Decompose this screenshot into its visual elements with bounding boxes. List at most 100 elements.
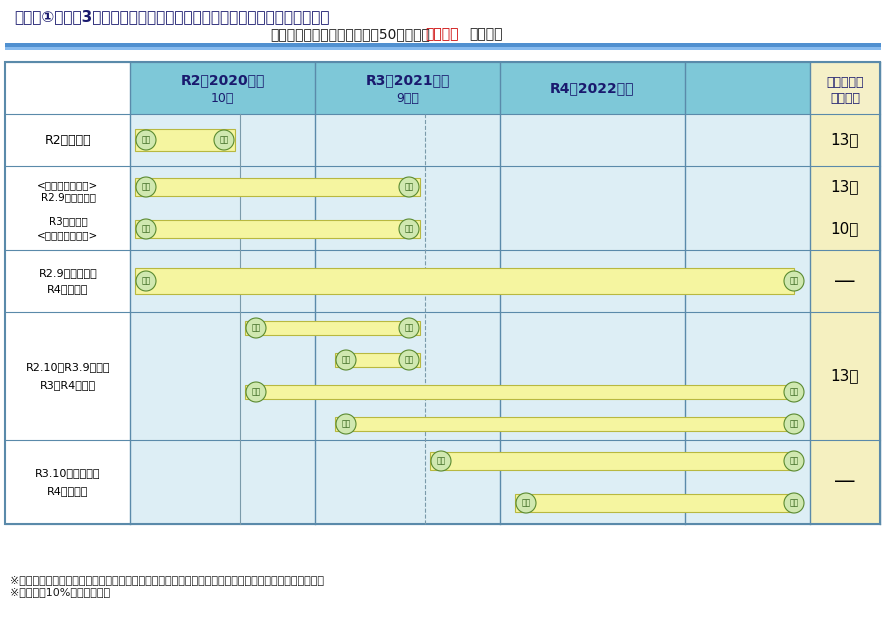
Text: R3（2021年）: R3（2021年） [365, 73, 450, 87]
Circle shape [136, 130, 156, 150]
Text: 契約: 契約 [252, 387, 260, 396]
Bar [5, 440, 130, 524]
Text: R2.10～R3.9に契約: R2.10～R3.9に契約 [26, 362, 110, 372]
Bar [685, 250, 810, 312]
Bar [500, 166, 685, 250]
Bar [135, 220, 420, 238]
Text: R2.9までに契約: R2.9までに契約 [39, 268, 97, 278]
Bar [335, 353, 420, 367]
Bar [130, 312, 315, 440]
Circle shape [214, 130, 234, 150]
Bar [315, 166, 500, 250]
Bar [5, 166, 130, 250]
Text: R4中に入居: R4中に入居 [47, 486, 89, 496]
Text: 適用される: 適用される [827, 75, 864, 88]
Bar [245, 385, 794, 399]
Circle shape [431, 451, 451, 471]
Text: 13年: 13年 [831, 179, 859, 194]
Bar [810, 166, 880, 250]
Bar [315, 440, 500, 524]
Bar [810, 312, 880, 440]
Bar [685, 312, 810, 440]
Bar [135, 129, 235, 151]
Text: 入居: 入居 [789, 277, 798, 285]
Text: 入居: 入居 [789, 456, 798, 465]
Text: 10年: 10年 [831, 221, 859, 236]
Text: ―: ― [835, 473, 855, 492]
Bar [130, 62, 315, 114]
Text: <コロナ影響なし>: <コロナ影響なし> [37, 230, 98, 240]
Text: ―: ― [835, 271, 855, 290]
Text: R3.10以降に契約: R3.10以降に契約 [35, 468, 101, 478]
Text: 9月末: 9月末 [396, 93, 419, 105]
Bar [245, 321, 420, 335]
Text: R2（2020年）: R2（2020年） [181, 73, 265, 87]
Circle shape [246, 382, 266, 402]
Text: 契約: 契約 [341, 356, 351, 364]
Text: ※住宅取得等に係る契約の時期（契約）とその契約に係る入居の時期（入居）に応じた適用可否の組合せ
※消費税率10%の適用が前提: ※住宅取得等に係る契約の時期（契約）とその契約に係る入居の時期（入居）に応じた適… [10, 575, 324, 597]
Circle shape [136, 271, 156, 291]
Bar [685, 440, 810, 524]
Circle shape [136, 219, 156, 239]
Bar [500, 62, 685, 114]
Bar [5, 43, 881, 47]
Bar [500, 440, 685, 524]
Text: R3～R4に入居: R3～R4に入居 [40, 380, 96, 390]
Text: R3中に入居: R3中に入居 [49, 216, 88, 226]
Bar [130, 250, 315, 312]
Text: 契約: 契約 [521, 498, 531, 507]
Bar [685, 166, 810, 250]
Text: 入居: 入居 [220, 135, 229, 144]
Circle shape [399, 350, 419, 370]
Bar [500, 114, 685, 166]
Circle shape [399, 177, 419, 197]
Bar [515, 494, 794, 512]
Bar [315, 62, 500, 114]
Text: 控除期間: 控除期間 [830, 92, 860, 105]
Text: R4（2022年）: R4（2022年） [550, 81, 634, 95]
Circle shape [784, 271, 804, 291]
Bar [315, 114, 500, 166]
Text: 契約: 契約 [142, 182, 151, 191]
Bar [500, 312, 685, 440]
Circle shape [336, 414, 356, 434]
Text: 入居: 入居 [404, 182, 414, 191]
Bar [5, 250, 130, 312]
Bar [135, 178, 420, 196]
Circle shape [399, 318, 419, 338]
Circle shape [399, 219, 419, 239]
Text: 契約: 契約 [142, 224, 151, 233]
Bar [5, 62, 880, 524]
Text: （契約と入居のタイミング・50㎡以上の: （契約と入居のタイミング・50㎡以上の [270, 27, 430, 41]
Circle shape [136, 177, 156, 197]
Text: 入居: 入居 [404, 356, 414, 364]
Circle shape [516, 493, 536, 513]
Bar [130, 166, 315, 250]
Bar [685, 62, 810, 114]
Text: の場合）: の場合） [469, 27, 502, 41]
Bar [430, 452, 794, 470]
Circle shape [336, 350, 356, 370]
Text: 10月: 10月 [211, 93, 234, 105]
Text: 注文住宅: 注文住宅 [425, 27, 458, 41]
Text: 契約: 契約 [341, 419, 351, 428]
Bar [5, 47, 881, 50]
Bar [335, 418, 794, 431]
Text: 契約: 契約 [142, 277, 151, 285]
Circle shape [784, 414, 804, 434]
Text: 13年: 13年 [831, 132, 859, 147]
Text: 契約: 契約 [142, 135, 151, 144]
Bar [5, 312, 130, 440]
Bar [5, 114, 130, 166]
Text: 入居: 入居 [404, 324, 414, 332]
Bar [685, 114, 810, 166]
Text: 入居: 入居 [404, 224, 414, 233]
Text: R4中に入居: R4中に入居 [47, 284, 89, 294]
Text: R2中に入居: R2中に入居 [44, 134, 91, 147]
Text: 【参考①】令和3年度税制改正時点における住宅ローン減税の適用について: 【参考①】令和3年度税制改正時点における住宅ローン減税の適用について [14, 9, 330, 24]
Text: 契約: 契約 [252, 324, 260, 332]
Bar [315, 312, 500, 440]
Bar [810, 62, 880, 114]
Circle shape [784, 451, 804, 471]
Bar [500, 250, 685, 312]
